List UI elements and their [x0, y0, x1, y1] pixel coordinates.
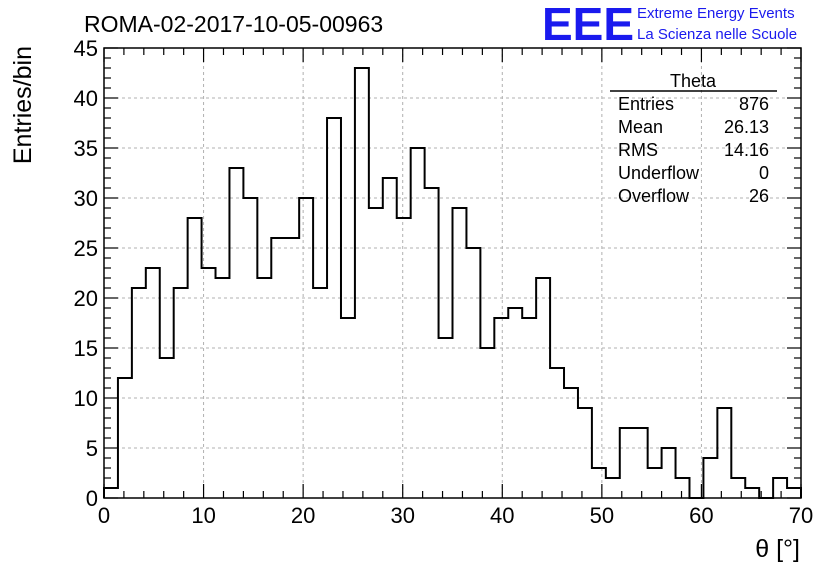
histogram-bin	[787, 488, 801, 498]
histogram-bin	[453, 208, 467, 498]
eee-logo: EEE Extreme Energy Events La Scienza nel…	[542, 0, 797, 50]
histogram-bin	[257, 278, 271, 498]
y-tick-label: 20	[74, 286, 98, 311]
y-tick-label: 10	[74, 386, 98, 411]
histogram-bin	[773, 478, 787, 498]
histogram-bin	[355, 68, 369, 498]
histogram-bin	[634, 428, 648, 498]
histogram-bin	[592, 468, 606, 498]
x-tick-label: 70	[789, 503, 813, 528]
y-tick-label: 30	[74, 186, 98, 211]
logo-line-2: La Scienza nelle Scuole	[637, 26, 797, 43]
plot-frame	[103, 47, 802, 499]
stats-title: Theta	[670, 71, 717, 91]
histogram-bins	[104, 68, 801, 498]
histogram-bin	[550, 368, 564, 498]
x-tick-label: 40	[490, 503, 514, 528]
x-tick-label: 30	[390, 503, 414, 528]
histogram-bin	[174, 288, 188, 498]
histogram-bin	[466, 248, 480, 498]
y-tick-label: 5	[86, 436, 98, 461]
histogram-bin	[508, 308, 522, 498]
stats-value-overflow: 26	[749, 186, 769, 206]
y-tick-label: 25	[74, 236, 98, 261]
histogram-bin	[703, 458, 717, 498]
histogram-bin	[480, 348, 494, 498]
logo-line-1: Extreme Energy Events	[637, 5, 795, 22]
y-tick-label: 0	[86, 486, 98, 511]
histogram-bin	[620, 428, 634, 498]
histogram-bin	[522, 318, 536, 498]
x-tick-label: 60	[689, 503, 713, 528]
histogram-bin	[104, 488, 118, 498]
x-tick-label: 20	[291, 503, 315, 528]
logo-mark: EEE	[542, 0, 634, 50]
stats-value-entries: 876	[739, 94, 769, 114]
stats-value-rms: 14.16	[724, 140, 769, 160]
histogram-outline	[103, 67, 802, 499]
histogram-bin	[745, 488, 759, 498]
histogram-bin	[425, 188, 439, 498]
stats-label-mean: Mean	[618, 117, 663, 137]
histogram-bin	[271, 238, 285, 498]
histogram-bin	[564, 388, 578, 498]
x-tick-labels: 0 10 20 30 40 50 60 70	[98, 503, 813, 528]
histogram-bin	[118, 378, 132, 498]
x-tick-label: 10	[191, 503, 215, 528]
y-tick-label: 15	[74, 336, 98, 361]
histogram-bin	[606, 478, 620, 498]
histogram-bin	[369, 208, 383, 498]
stats-value-underflow: 0	[759, 163, 769, 183]
histogram-bin	[731, 478, 745, 498]
histogram-bin	[439, 338, 453, 498]
histogram-bin	[717, 408, 731, 498]
stats-label-overflow: Overflow	[618, 186, 690, 206]
y-axis-title: Entries/bin	[9, 46, 37, 164]
x-axis-title: θ [°]	[755, 535, 800, 563]
histogram-bin	[341, 318, 355, 498]
histogram-bin	[188, 218, 202, 498]
y-tick-label: 40	[74, 86, 98, 111]
stats-label-underflow: Underflow	[618, 163, 700, 183]
histogram-bin	[536, 278, 550, 498]
stats-label-rms: RMS	[618, 140, 658, 160]
histogram-bin	[676, 478, 690, 498]
histogram-bin	[132, 288, 146, 498]
histogram-bin	[662, 448, 676, 498]
histogram-bin	[160, 358, 174, 498]
stats-label-entries: Entries	[618, 94, 674, 114]
histogram-bin	[411, 148, 425, 498]
stats-box: Theta Entries 876 Mean 26.13 RMS 14.16 U…	[610, 71, 777, 206]
y-tick-label: 45	[74, 36, 98, 61]
histogram-bin	[243, 198, 257, 498]
histogram-bin	[397, 218, 411, 498]
histogram-bin	[229, 168, 243, 498]
histogram-bin	[313, 288, 327, 498]
y-tick-labels: 0 5 10 15 20 25 30 35 40 45	[74, 36, 98, 511]
histogram-bin	[648, 468, 662, 498]
chart-title: ROMA-02-2017-10-05-00963	[84, 11, 383, 37]
x-tick-label: 50	[590, 503, 614, 528]
stats-value-mean: 26.13	[724, 117, 769, 137]
histogram-bin	[383, 178, 397, 498]
histogram-bin	[299, 198, 313, 498]
histogram-bin	[216, 278, 230, 498]
histogram-bin	[285, 238, 299, 498]
histogram-bin	[578, 408, 592, 498]
histogram-bin	[327, 118, 341, 498]
y-tick-label: 35	[74, 136, 98, 161]
histogram-bin	[146, 268, 160, 498]
axis-ticks	[103, 47, 802, 499]
histogram-bin	[202, 268, 216, 498]
x-tick-label: 0	[98, 503, 110, 528]
histogram-bin	[494, 318, 508, 498]
